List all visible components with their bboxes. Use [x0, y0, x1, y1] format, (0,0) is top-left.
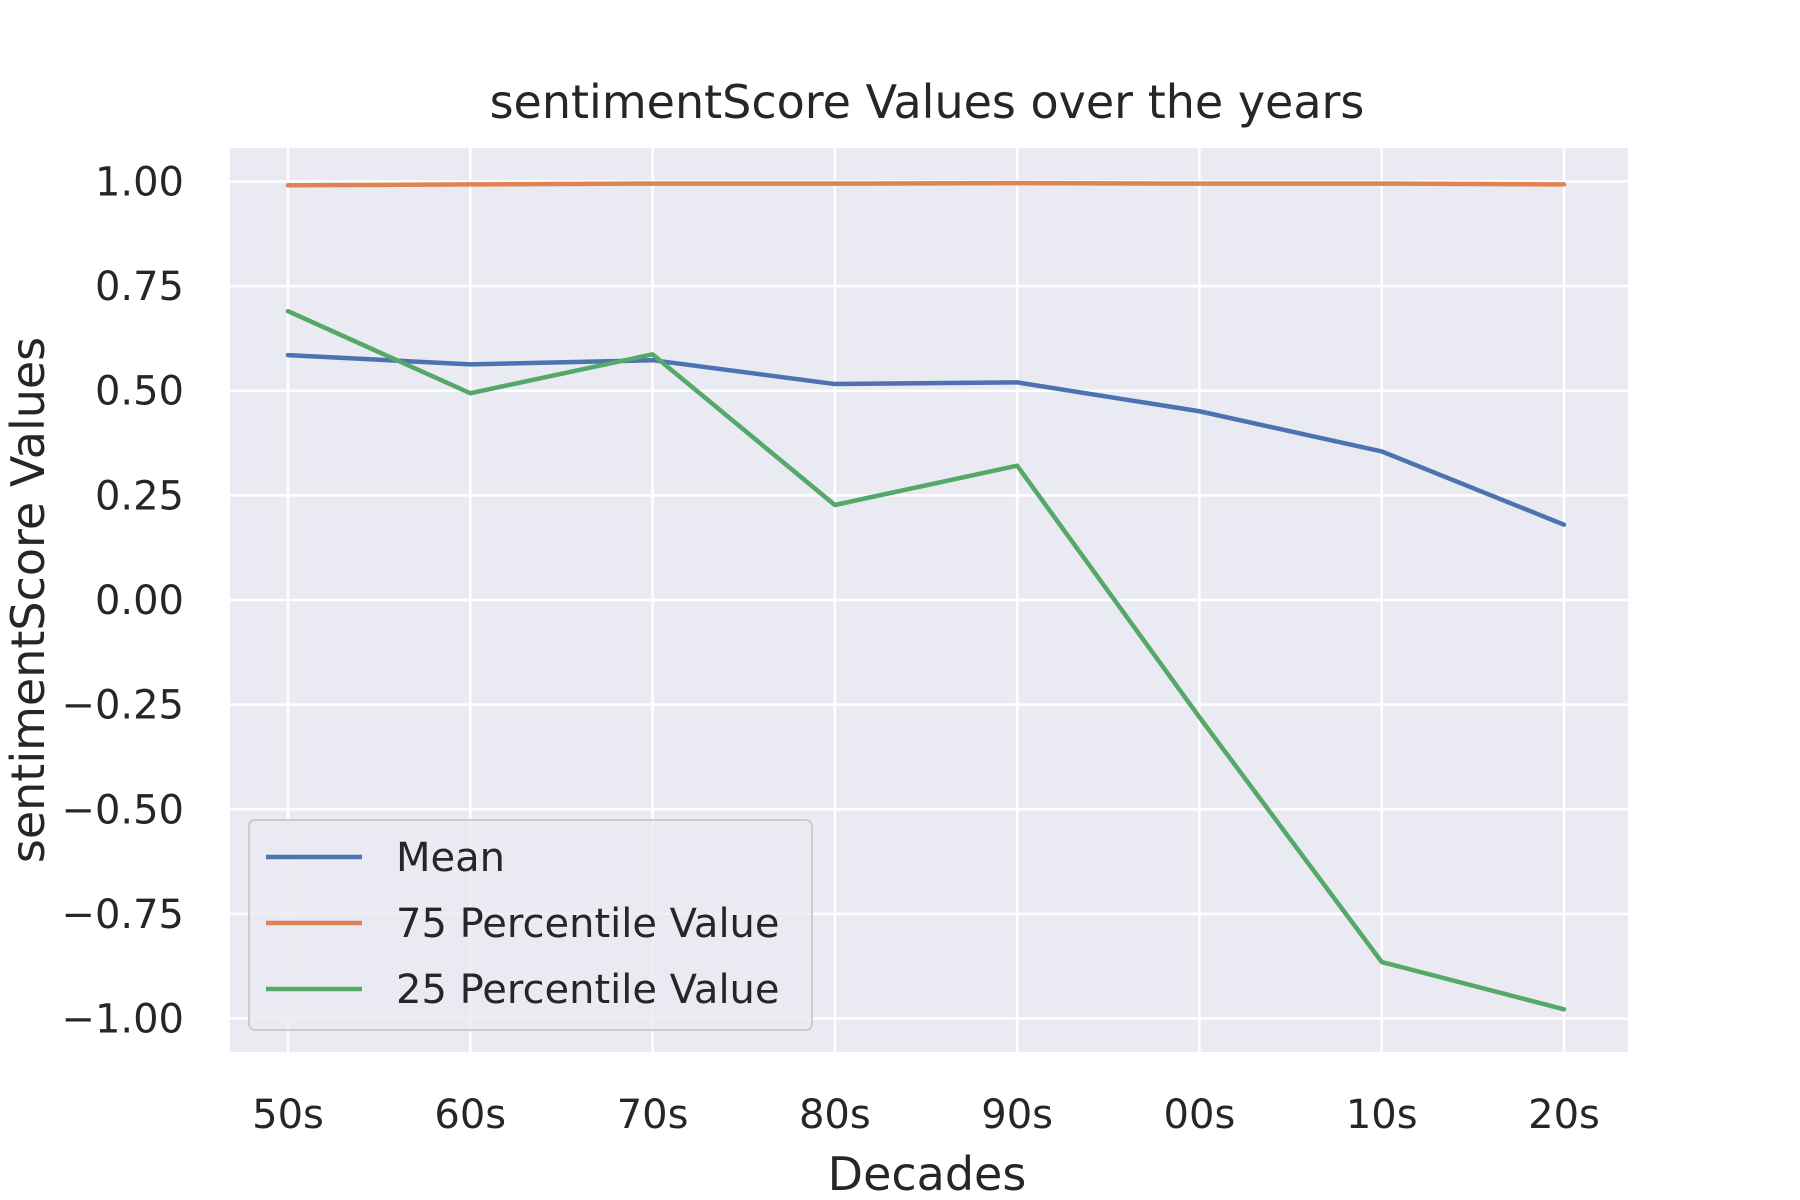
legend: Mean 75 Percentile Value 25 Percentile Val…	[248, 819, 813, 1031]
y-tick-label: 1.00	[95, 159, 184, 205]
x-tick-label: 00s	[1164, 1092, 1236, 1138]
x-tick-label: 60s	[434, 1092, 506, 1138]
y-tick-labels: 1.00 0.75 0.50 0.25 0.00 −0.25 −0.50 −0.75 −1.00	[61, 159, 184, 1042]
x-tick-label: 80s	[799, 1092, 871, 1138]
series-line-2	[285, 308, 1567, 1012]
legend-label: 75 Percentile Value	[396, 901, 780, 947]
series-layer	[285, 180, 1567, 1012]
y-tick-label: −0.50	[61, 787, 184, 833]
x-tick-label: 20s	[1528, 1092, 1600, 1138]
y-tick-label: −0.25	[61, 683, 184, 729]
series-line-0	[285, 352, 1567, 527]
y-tick-label: 0.50	[95, 369, 184, 415]
x-tick-label: 50s	[252, 1092, 324, 1138]
series-line-1	[285, 180, 1567, 188]
y-tick-label: −1.00	[61, 997, 184, 1043]
y-tick-label: 0.25	[95, 473, 184, 519]
chart-title: sentimentScore Values over the years	[490, 75, 1365, 129]
x-tick-labels: 50s 60s 70s 80s 90s 00s 10s 20s	[252, 1092, 1600, 1138]
legend-label: Mean	[396, 835, 505, 881]
legend-box	[248, 819, 813, 1031]
x-axis-title: Decades	[828, 1147, 1027, 1200]
y-axis-title: sentimentScore Values	[1, 337, 55, 863]
x-tick-label: 10s	[1346, 1092, 1418, 1138]
y-tick-label: 0.00	[95, 578, 184, 624]
x-tick-label: 70s	[617, 1092, 689, 1138]
y-tick-label: −0.75	[61, 892, 184, 938]
legend-label: 25 Percentile Value	[396, 967, 780, 1013]
y-tick-label: 0.75	[95, 264, 184, 310]
x-tick-label: 90s	[981, 1092, 1053, 1138]
